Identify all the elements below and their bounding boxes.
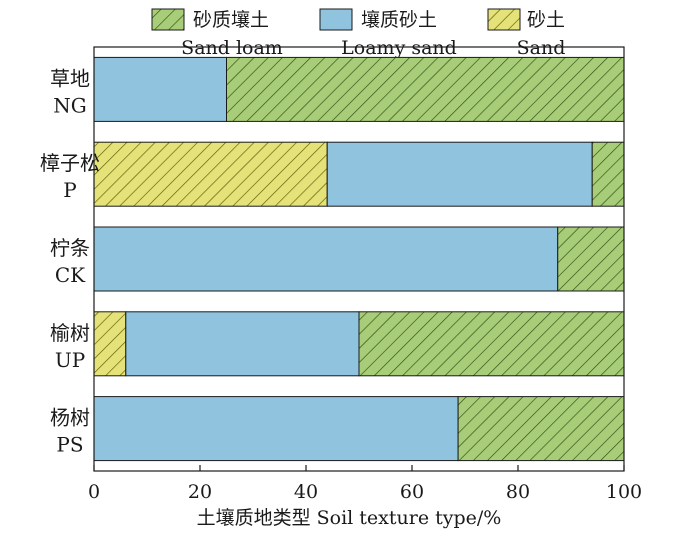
category-label-zh-ps: 杨树 (50, 406, 90, 430)
legend: 砂质壤土 Sand loam 壤质砂土 Loamy sand 砂土 Sand (151, 8, 566, 59)
legend-label-en-sand: Sand (517, 37, 566, 59)
bar-ck-sandloam (557, 226, 625, 292)
legend-swatch-loamy (319, 8, 353, 31)
x-tick-label-80: 80 (506, 481, 530, 503)
legend-swatch-sandloam (151, 8, 185, 31)
plot-frame (93, 46, 625, 472)
bars-group (93, 56, 625, 462)
legend-label-zh-loamy: 壤质砂土 (361, 9, 437, 31)
x-tick-label-100: 100 (606, 481, 642, 503)
bar-ng-loamy (93, 56, 227, 122)
category-label-en-ck: CK (55, 263, 86, 287)
x-tick-label-40: 40 (294, 481, 318, 503)
category-label-en-ps: PS (56, 433, 83, 457)
legend-label-en-loamy: Loamy sand (341, 37, 457, 59)
legend-label-zh-sand: 砂土 (527, 9, 565, 31)
bar-p-loamy (326, 141, 593, 207)
bar-ps-loamy (93, 396, 459, 462)
category-label-en-ng: NG (53, 93, 86, 117)
bar-up-sandloam (358, 311, 625, 377)
category-label-zh-up: 榆树 (50, 321, 90, 345)
bar-ck-loamy (93, 226, 559, 292)
x-axis-title: 土壤质地类型 Soil texture type/% (197, 507, 502, 529)
bar-up-sand (93, 311, 127, 377)
category-labels: 草地 NG 樟子松 P 柠条 CK 榆树 UP 杨树 PS (40, 66, 100, 456)
category-label-zh-ck: 柠条 (50, 236, 90, 260)
legend-label-zh-sandloam: 砂质壤土 (193, 9, 269, 31)
bar-p-sandloam (591, 141, 625, 207)
legend-swatch-sand (487, 8, 521, 31)
x-tick-label-20: 20 (188, 481, 212, 503)
category-label-zh-p: 樟子松 (40, 151, 100, 175)
bar-ng-sandloam (226, 56, 625, 122)
category-label-zh-ng: 草地 (50, 66, 90, 90)
category-label-en-p: P (63, 178, 76, 202)
legend-label-en-sandloam: Sand loam (181, 37, 283, 59)
bar-p-sand (93, 141, 328, 207)
bar-ps-sandloam (457, 396, 625, 462)
x-tick-label-60: 60 (400, 481, 424, 503)
x-tick-label-0: 0 (88, 481, 100, 503)
category-label-en-up: UP (55, 348, 85, 372)
axes-group: 0 20 40 60 80 100 (88, 46, 642, 503)
bar-up-loamy (125, 311, 360, 377)
